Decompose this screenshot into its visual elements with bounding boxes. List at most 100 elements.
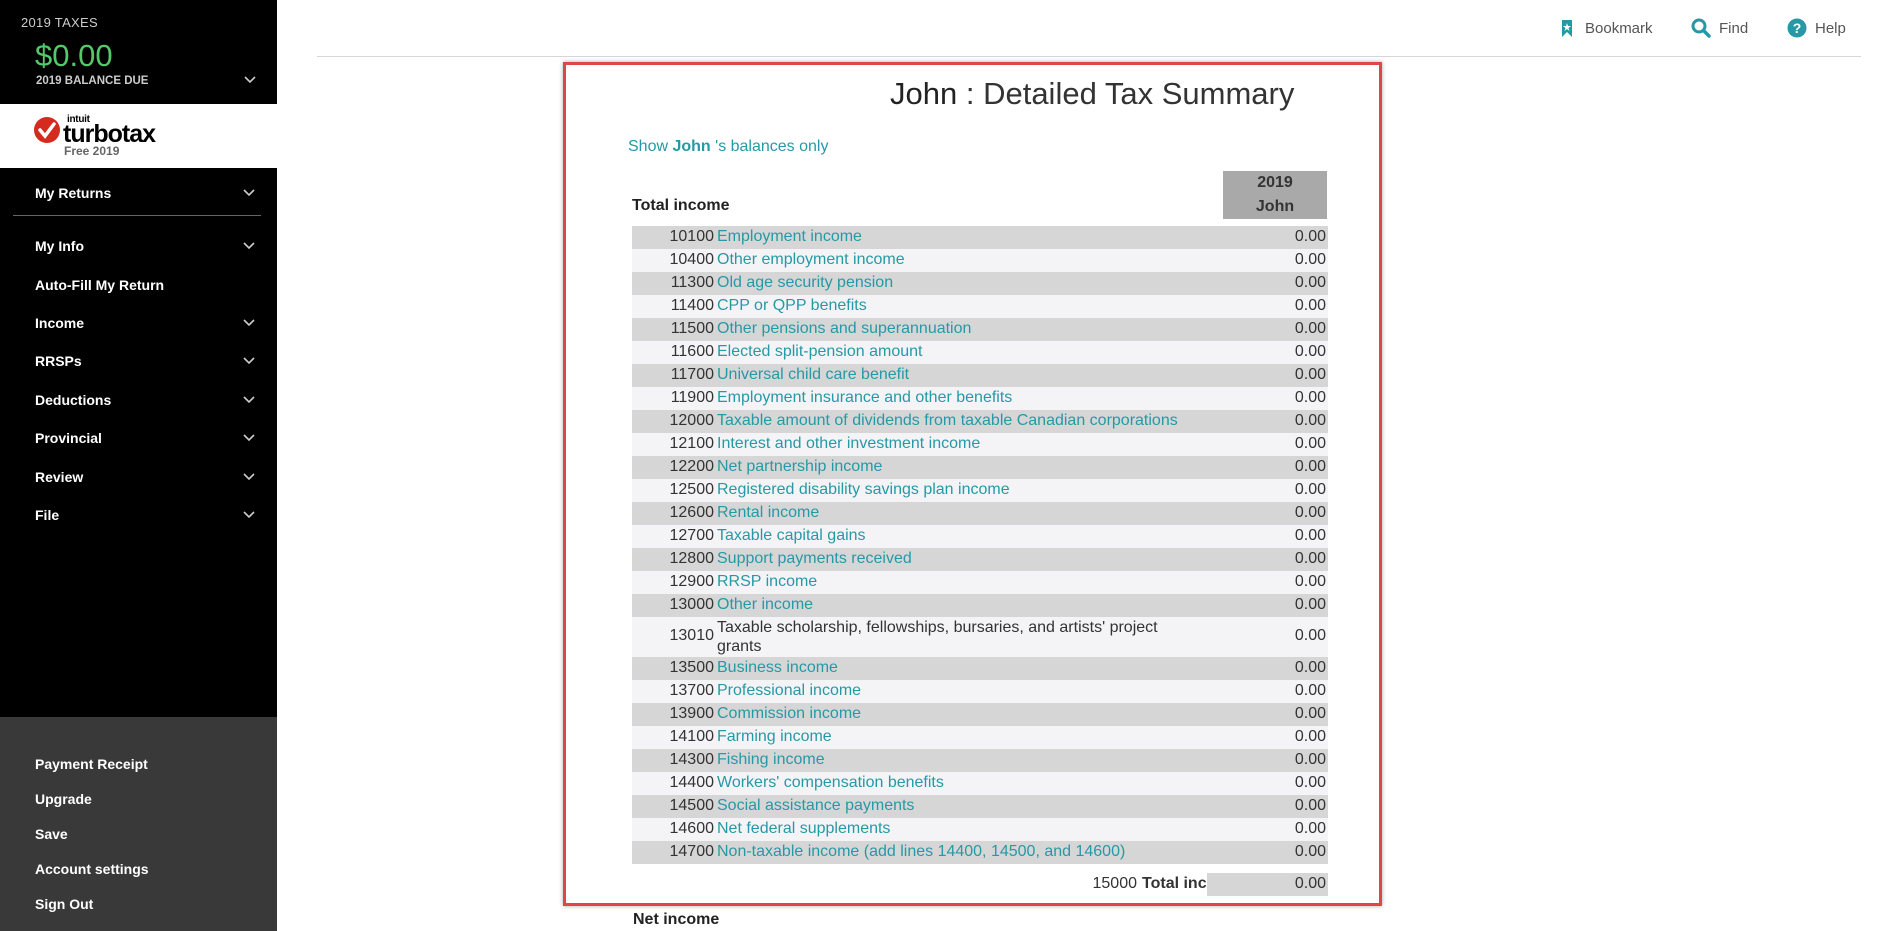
line-description-link[interactable]: Rental income	[717, 504, 820, 521]
line-amount: 0.00	[1294, 504, 1326, 521]
line-description-link[interactable]: Employment income	[717, 228, 862, 245]
nav-divider	[13, 215, 261, 216]
line-description-link[interactable]: Interest and other investment income	[717, 435, 981, 452]
line-amount: 0.00	[1294, 797, 1326, 814]
line-code: 14700	[669, 843, 715, 860]
line-description-link[interactable]: Farming income	[717, 728, 832, 745]
line-description-link[interactable]: Support payments received	[717, 550, 912, 567]
line-code: 12200	[669, 458, 715, 475]
line-description-link[interactable]: Other pensions and superannuation	[717, 320, 972, 337]
table-row: 14100 Farming income 0.00	[632, 726, 1328, 749]
table-row: 12900 RRSP income 0.00	[632, 571, 1328, 594]
chevron-down-icon[interactable]	[242, 431, 256, 445]
chevron-down-icon[interactable]	[242, 186, 256, 200]
sidebar-item-sign-out[interactable]: Sign Out	[35, 896, 94, 912]
table-row: 11900 Employment insurance and other bene…	[632, 387, 1328, 410]
sidebar-bottom-menu: Payment Receipt Upgrade Save Account settin…	[0, 717, 277, 931]
line-description-link[interactable]: Taxable amount of dividends from taxable…	[717, 412, 1178, 429]
show-balances-only-link[interactable]: Show John 's balances only	[628, 138, 828, 156]
chevron-down-icon[interactable]	[242, 508, 256, 522]
sidebar-item-my-returns[interactable]: My Returns	[35, 182, 260, 204]
total-income-row: 15000 Total income 0.00	[632, 873, 1328, 896]
bookmark-button[interactable]: Bookmark	[1557, 16, 1653, 40]
total-amount-cell: 0.00	[1207, 873, 1328, 896]
line-description-link[interactable]: Other employment income	[717, 251, 905, 268]
balance-summary[interactable]: 2019 TAXES $0.00 2019 BALANCE DUE	[0, 0, 277, 104]
line-description-link[interactable]: RRSP income	[717, 573, 818, 590]
table-row: 13700 Professional income 0.00	[632, 680, 1328, 703]
line-amount: 0.00	[1294, 366, 1326, 383]
line-description-link[interactable]: Social assistance payments	[717, 797, 915, 814]
tax-year-label: 2019 TAXES	[21, 15, 98, 30]
line-code: 11500	[670, 320, 714, 337]
chevron-down-icon[interactable]	[242, 393, 256, 407]
line-description-link[interactable]: Net federal supplements	[717, 820, 891, 837]
table-row: 11500 Other pensions and superannuation 0.…	[632, 318, 1328, 341]
line-code: 12600	[669, 504, 715, 521]
line-code: 12000	[669, 412, 715, 429]
table-row: 14400 Workers' compensation benefits 0.00	[632, 772, 1328, 795]
table-row: 12800 Support payments received 0.00	[632, 548, 1328, 571]
line-description-link[interactable]: Taxable capital gains	[717, 527, 866, 544]
chevron-down-icon[interactable]	[242, 354, 256, 368]
sidebar-item-payment-receipt[interactable]: Payment Receipt	[35, 756, 148, 772]
table-row: 14500 Social assistance payments 0.00	[632, 795, 1328, 818]
show-name: John	[672, 138, 711, 155]
sidebar-item-income[interactable]: Income	[35, 312, 260, 334]
line-code: 10100	[669, 228, 715, 245]
bookmark-icon	[1562, 20, 1572, 37]
line-description-link[interactable]: Commission income	[717, 705, 862, 722]
line-description-link[interactable]: CPP or QPP benefits	[717, 297, 867, 314]
total-line-code: 15000	[1092, 875, 1138, 892]
turbotax-logo: intuit turbotax Free 2019	[0, 104, 277, 168]
line-code: 14100	[669, 728, 715, 745]
line-code: 12800	[669, 550, 715, 567]
find-button[interactable]: Find	[1691, 16, 1748, 40]
sidebar-item-label: Review	[35, 469, 84, 485]
line-description-link[interactable]: Non-taxable income (add lines 14400, 145…	[717, 843, 1126, 860]
line-amount: 0.00	[1294, 389, 1326, 406]
show-prefix: Show	[628, 138, 673, 155]
line-amount: 0.00	[1294, 774, 1326, 791]
sidebar-item-auto-fill-my-return[interactable]: Auto-Fill My Return	[35, 274, 260, 296]
line-description-link[interactable]: Workers' compensation benefits	[717, 774, 944, 791]
line-description-link[interactable]: Business income	[717, 659, 838, 676]
sidebar-item-provincial[interactable]: Provincial	[35, 427, 260, 449]
line-code: 11400	[670, 297, 714, 314]
line-description-link[interactable]: Old age security pension	[717, 274, 894, 291]
chevron-down-icon[interactable]	[242, 239, 256, 253]
sidebar-item-file[interactable]: File	[35, 504, 260, 526]
sidebar-item-upgrade[interactable]: Upgrade	[35, 791, 92, 807]
table-row: 11700 Universal child care benefit 0.00	[632, 364, 1328, 387]
sidebar-item-my-info[interactable]: My Info	[35, 235, 260, 257]
chevron-down-icon[interactable]	[242, 470, 256, 484]
chevron-down-icon[interactable]	[243, 73, 257, 87]
line-description-link[interactable]: Fishing income	[717, 751, 825, 768]
table-row: 14700 Non-taxable income (add lines 14400…	[632, 841, 1328, 864]
column-year: 2019	[1257, 174, 1293, 191]
section-heading: Total income	[632, 197, 730, 214]
line-description-link[interactable]: Registered disability savings plan incom…	[717, 481, 1010, 498]
help-button[interactable]: ? Help	[1787, 16, 1846, 40]
sidebar-item-review[interactable]: Review	[35, 466, 260, 488]
line-amount: 0.00	[1294, 550, 1326, 567]
help-label: Help	[1815, 19, 1846, 37]
line-description-link[interactable]: Professional income	[717, 682, 862, 699]
line-code: 11300	[670, 274, 714, 291]
line-description-link[interactable]: Employment insurance and other benefits	[717, 389, 1013, 406]
sidebar-item-deductions[interactable]: Deductions	[35, 389, 260, 411]
line-description-link[interactable]: Elected split-pension amount	[717, 343, 923, 360]
chevron-down-icon[interactable]	[242, 316, 256, 330]
sidebar-item-save[interactable]: Save	[35, 826, 68, 842]
sidebar-item-rrsps[interactable]: RRSPs	[35, 350, 260, 372]
line-description-link[interactable]: Net partnership income	[717, 458, 883, 475]
line-description-link[interactable]: Other income	[717, 596, 814, 613]
line-amount: 0.00	[1294, 728, 1326, 745]
sidebar-item-label: My Info	[35, 238, 84, 254]
sidebar-item-label: File	[35, 507, 60, 523]
balance-due-label: 2019 BALANCE DUE	[36, 75, 149, 87]
sidebar-item-label: RRSPs	[35, 353, 82, 369]
line-code: 10400	[669, 251, 715, 268]
line-description-link[interactable]: Universal child care benefit	[717, 366, 910, 383]
sidebar-item-account-settings[interactable]: Account settings	[35, 861, 149, 877]
